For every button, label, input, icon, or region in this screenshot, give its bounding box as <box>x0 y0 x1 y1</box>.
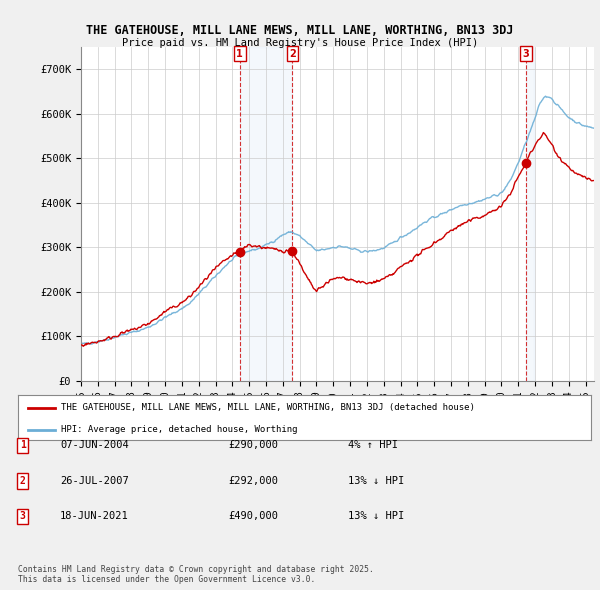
Text: 2: 2 <box>20 476 26 486</box>
Text: 18-JUN-2021: 18-JUN-2021 <box>60 512 129 521</box>
Text: £292,000: £292,000 <box>228 476 278 486</box>
Text: 3: 3 <box>523 49 529 59</box>
Text: 3: 3 <box>20 512 26 521</box>
Text: 4% ↑ HPI: 4% ↑ HPI <box>348 441 398 450</box>
Text: 1: 1 <box>236 49 243 59</box>
Text: Price paid vs. HM Land Registry's House Price Index (HPI): Price paid vs. HM Land Registry's House … <box>122 38 478 48</box>
Text: 13% ↓ HPI: 13% ↓ HPI <box>348 512 404 521</box>
Text: Contains HM Land Registry data © Crown copyright and database right 2025.
This d: Contains HM Land Registry data © Crown c… <box>18 565 374 584</box>
Text: HPI: Average price, detached house, Worthing: HPI: Average price, detached house, Wort… <box>61 425 298 434</box>
Text: 1: 1 <box>20 441 26 450</box>
Text: 26-JUL-2007: 26-JUL-2007 <box>60 476 129 486</box>
Text: £490,000: £490,000 <box>228 512 278 521</box>
Bar <box>526 47 535 381</box>
Bar <box>240 47 292 381</box>
Text: £290,000: £290,000 <box>228 441 278 450</box>
Text: THE GATEHOUSE, MILL LANE MEWS, MILL LANE, WORTHING, BN13 3DJ (detached house): THE GATEHOUSE, MILL LANE MEWS, MILL LANE… <box>61 403 475 412</box>
Text: THE GATEHOUSE, MILL LANE MEWS, MILL LANE, WORTHING, BN13 3DJ: THE GATEHOUSE, MILL LANE MEWS, MILL LANE… <box>86 24 514 37</box>
Text: 13% ↓ HPI: 13% ↓ HPI <box>348 476 404 486</box>
Text: 2: 2 <box>289 49 296 59</box>
Text: 07-JUN-2004: 07-JUN-2004 <box>60 441 129 450</box>
